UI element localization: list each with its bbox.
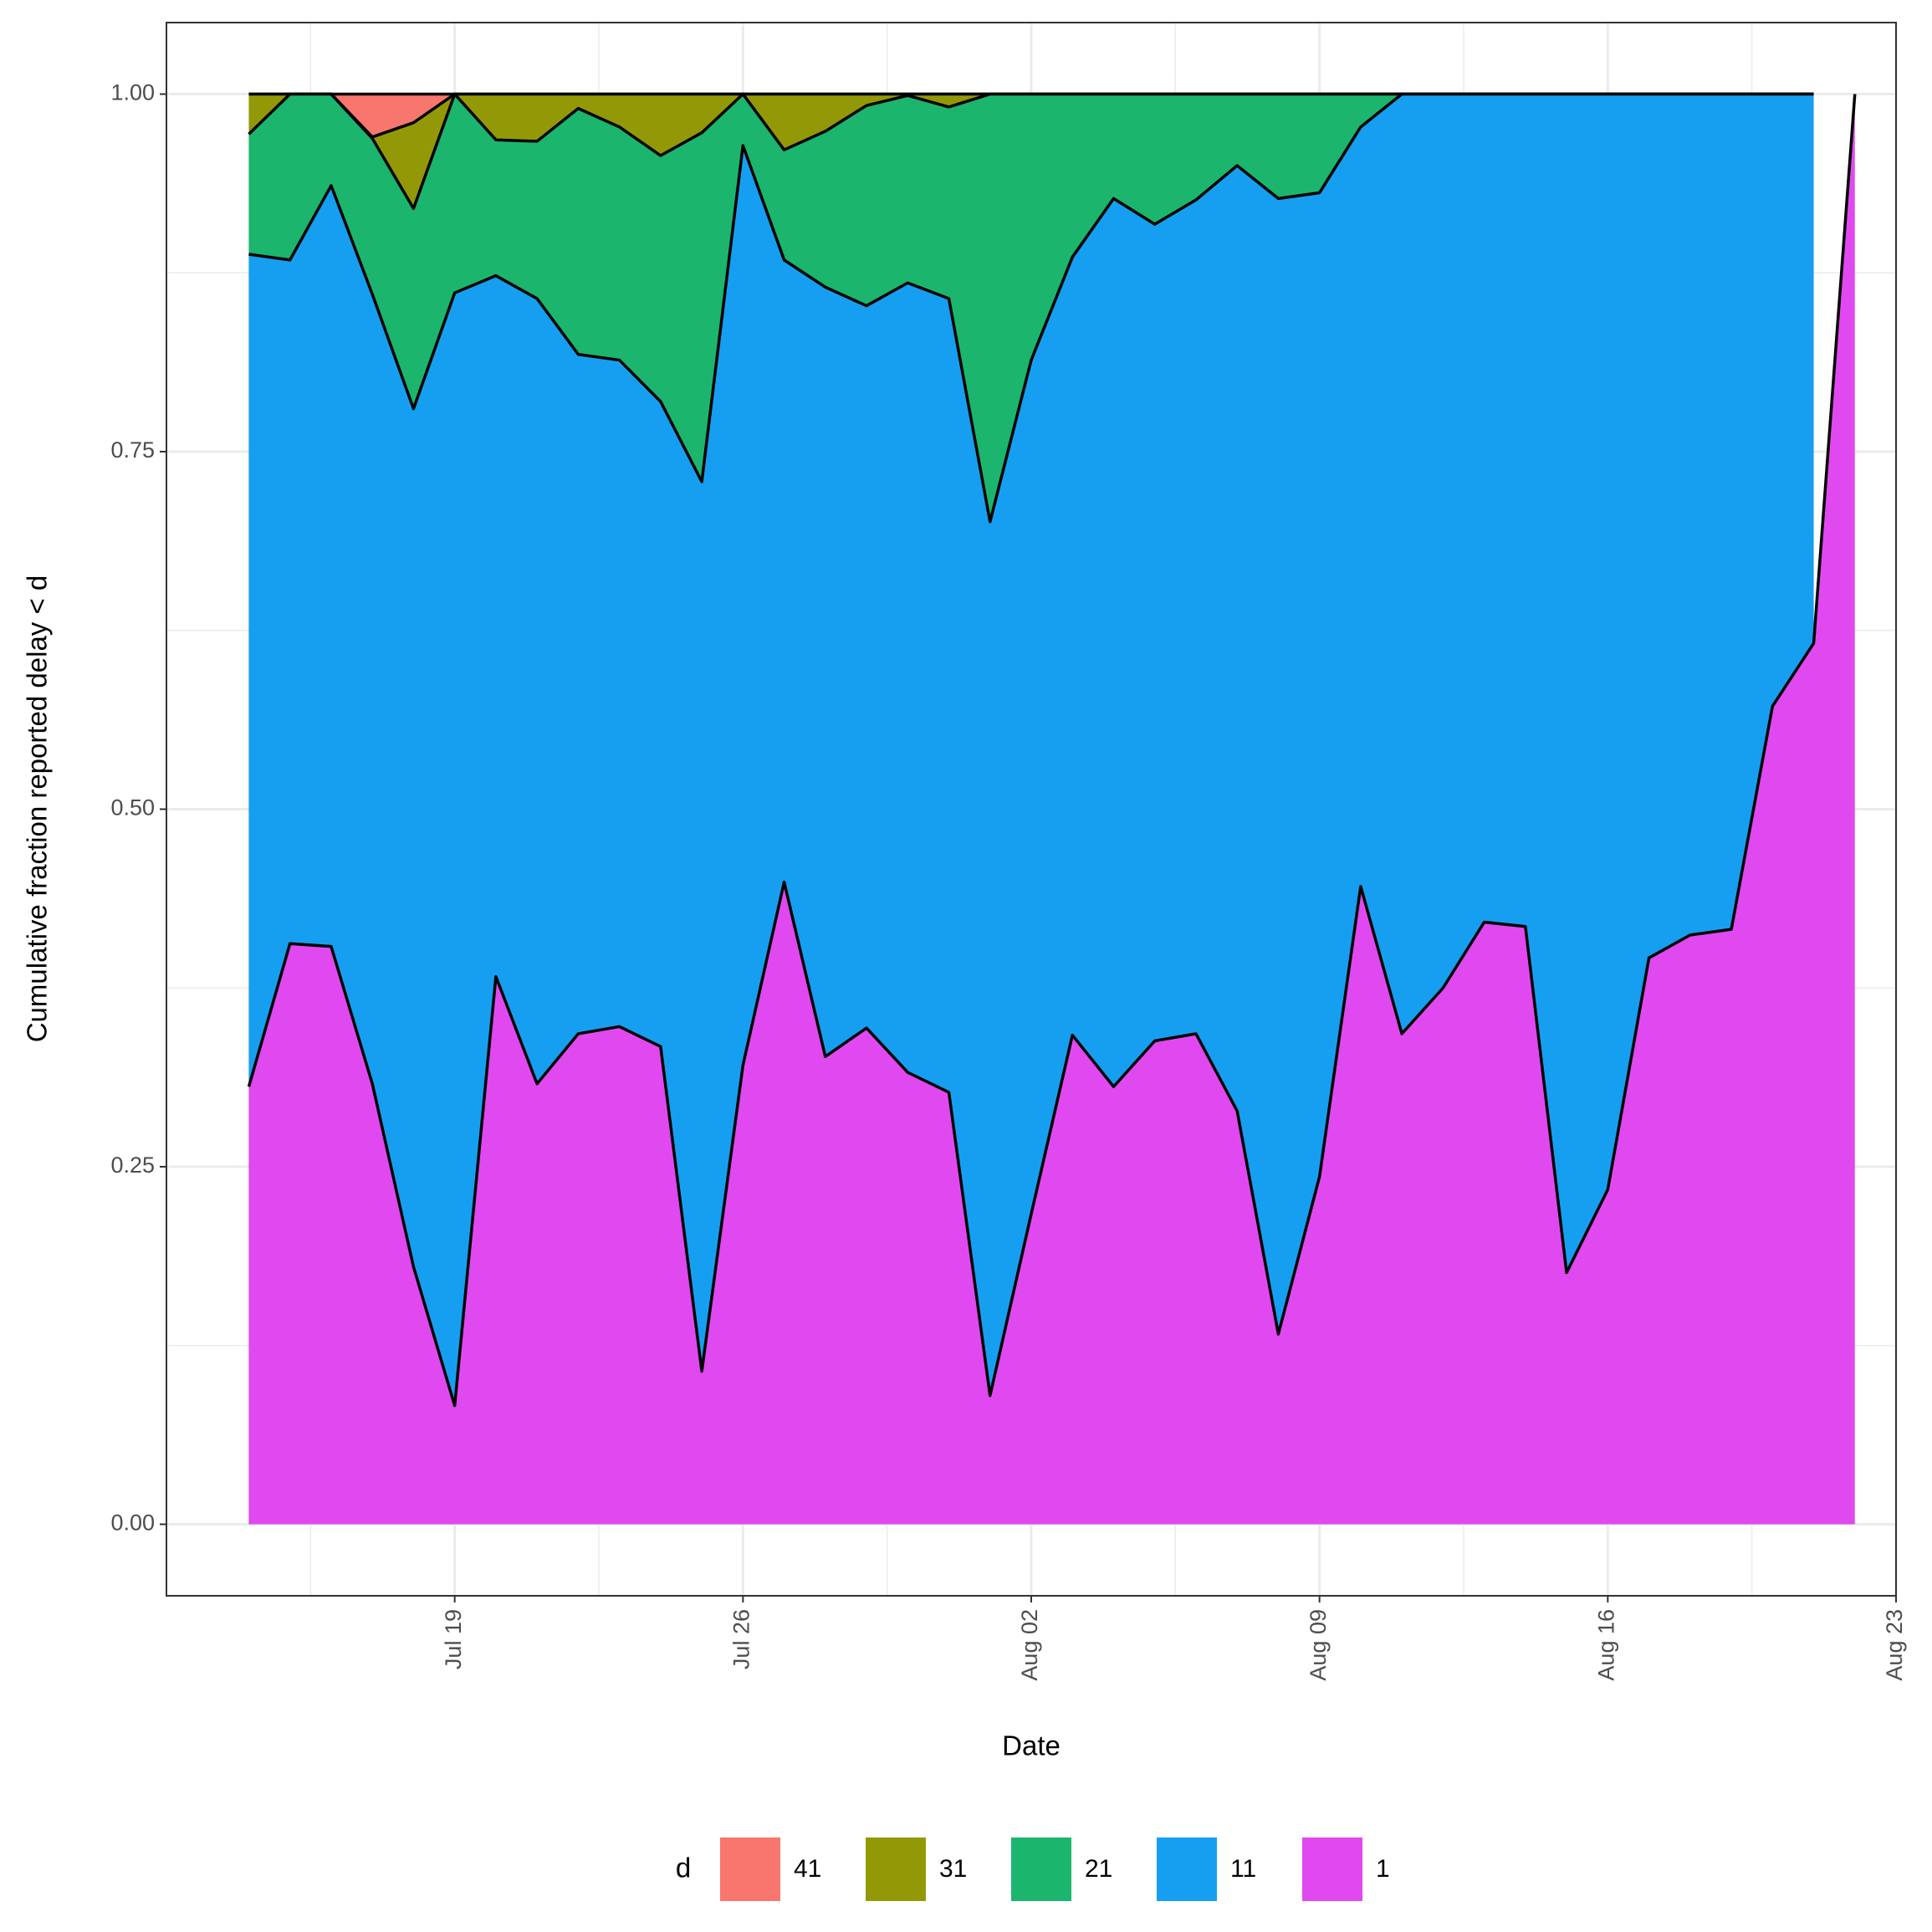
y-tick-label: 1.00 <box>110 80 155 105</box>
x-tick-label: Jul 26 <box>728 1609 754 1669</box>
legend-label: 41 <box>794 1855 821 1883</box>
legend-key <box>1302 1837 1362 1901</box>
x-tick-label: Aug 09 <box>1306 1609 1331 1681</box>
legend-key <box>1011 1837 1071 1901</box>
legend-label: 21 <box>1085 1855 1112 1883</box>
area-line <box>248 92 1814 524</box>
x-axis-title: Date <box>1002 1730 1061 1761</box>
x-tick-label: Aug 16 <box>1593 1609 1618 1681</box>
x-tick-label: Aug 23 <box>1882 1609 1907 1681</box>
legend-label: 31 <box>939 1855 967 1883</box>
legend-title: d <box>676 1853 691 1883</box>
area <box>248 94 1855 1525</box>
y-tick-label: 0.25 <box>110 1153 155 1178</box>
legend-label: 1 <box>1376 1855 1390 1883</box>
legend-key <box>720 1837 780 1901</box>
legend-key <box>866 1837 926 1901</box>
y-tick-label: 0.75 <box>110 437 155 463</box>
x-tick-label: Aug 02 <box>1017 1609 1042 1681</box>
y-axis-title: Cumulative fraction reported delay < d <box>22 575 53 1043</box>
y-tick-label: 0.50 <box>110 795 155 820</box>
legend-label: 11 <box>1230 1855 1256 1883</box>
y-tick-label: 0.00 <box>110 1510 155 1536</box>
x-tick-label: Jul 19 <box>441 1609 466 1669</box>
legend-key <box>1157 1837 1217 1901</box>
area-line <box>247 94 1857 1408</box>
panel-border <box>166 22 1897 1597</box>
